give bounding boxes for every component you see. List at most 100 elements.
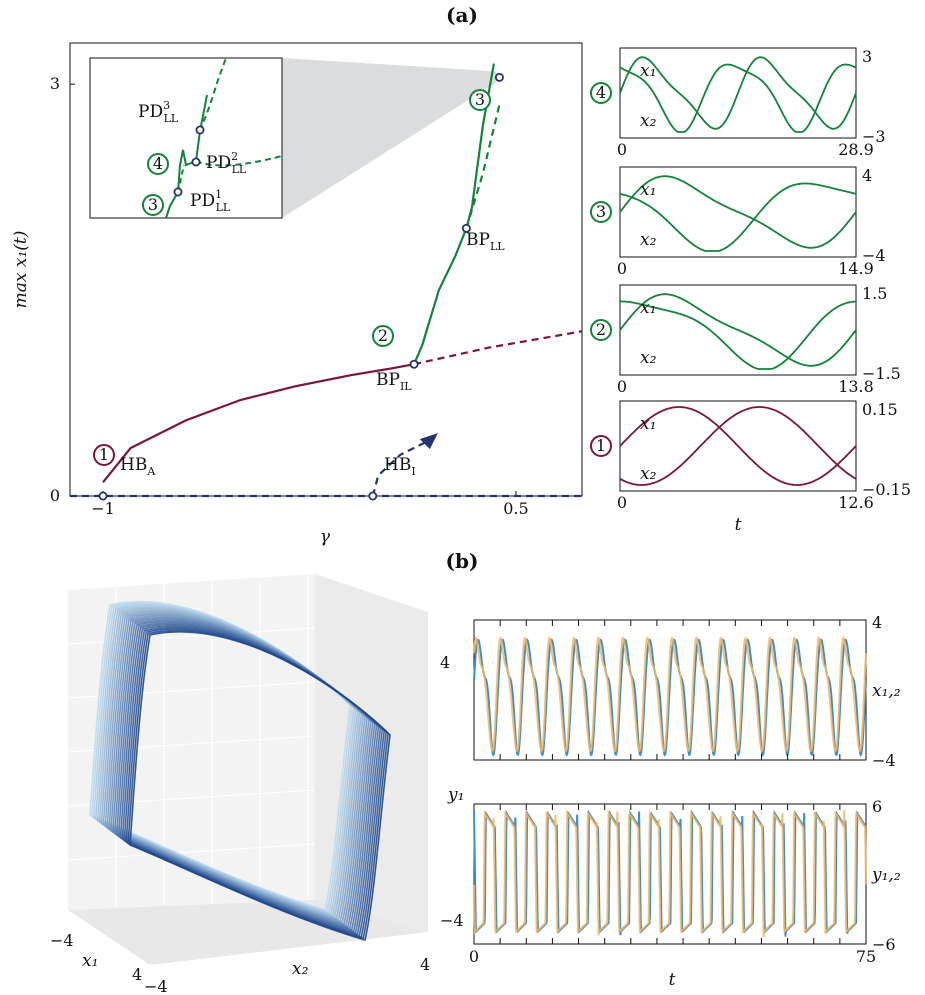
y-tick-label-top: 1.5 [862, 284, 887, 303]
t-axis-label: t [735, 515, 742, 535]
y1-tick-label: 4 [440, 653, 450, 672]
point-BP_LL [461, 223, 471, 233]
inset-stable-branch [165, 94, 208, 219]
series-x1 [619, 406, 857, 486]
y-tick-label-top: 4 [862, 166, 872, 185]
branch-marker: 3 [590, 201, 612, 223]
series-label-x2: x₂ [640, 348, 657, 368]
marker-number: 2 [378, 326, 388, 345]
x1-axis-label: x₁ [82, 951, 98, 971]
y-tick-label-bottom: −0.15 [862, 480, 911, 499]
marker-number: 2 [596, 320, 606, 339]
branch-marker: 2 [590, 319, 612, 341]
branch-marker: 1 [590, 435, 612, 457]
branch-marker: 1 [93, 444, 115, 466]
t-tick-label-end: 14.9 [838, 259, 874, 278]
marker-number: 3 [148, 195, 158, 214]
y-axis-label: y₁,₂ [871, 865, 901, 885]
y-tick-label: 3 [50, 74, 60, 93]
marker-ring [93, 444, 115, 466]
series-label-x1: x₁ [640, 180, 656, 200]
panel-label-a: (a) [446, 3, 478, 27]
series-x2 [619, 406, 857, 486]
series-x1 [619, 175, 857, 249]
y1-tick-label: −4 [440, 911, 464, 930]
y1-axis-label: y₁ [447, 785, 464, 805]
timeseries-row: x₁ x₂ 4 −4 0 14.9 3 [590, 166, 886, 278]
box-floor [68, 900, 428, 965]
y-axis-label: max x₁(t) [11, 231, 31, 309]
x-tick-label-start: 0 [469, 947, 479, 966]
marker-ring [147, 153, 169, 175]
marker-ring [469, 89, 491, 111]
inset-unstable-branch [199, 57, 227, 132]
t-tick-label-start: 0 [617, 140, 627, 159]
series-orange [473, 636, 867, 753]
series-label-x1: x₁ [640, 414, 656, 434]
x-tick-label: 0.5 [503, 499, 528, 518]
timeseries-row: x₁ x₂ 0.15 −0.15 0 12.6 1 [590, 400, 911, 512]
series-label-x1: x₁ [640, 298, 656, 318]
inset-frame [89, 57, 283, 219]
x1-tick-label: −4 [50, 931, 74, 950]
y-axis-label: x₁,₂ [872, 681, 901, 701]
timeseries-column: x₁ x₂ 3 −3 0 28.9 4 x₁ x₂ 4 −4 0 14.9 3 x₁ x₂ 1.5 −1.5 0 13… [590, 47, 911, 535]
series-x2 [620, 300, 857, 370]
marker-number: 1 [99, 445, 109, 464]
inset-pd-point [195, 125, 205, 135]
branch-marker: 3 [142, 194, 164, 216]
inset-pd-label-2: PD2 LL [206, 150, 247, 176]
y-tick-label-bottom: −6 [872, 935, 896, 954]
series-x1 [619, 293, 857, 367]
inset-pd-point [173, 187, 183, 197]
t-tick-label-end: 12.6 [838, 493, 874, 512]
y-tick-label-top: 4 [872, 613, 882, 632]
marker-number: 4 [153, 154, 163, 173]
t-tick-label-start: 0 [617, 377, 627, 396]
branch-IL-stable [102, 363, 415, 483]
y-tick-label-top: 3 [862, 47, 872, 66]
branch-IL-unstable [413, 330, 583, 366]
t-tick-label-end: 13.8 [838, 377, 874, 396]
inset: PD1 LL PD2 LL PD3 LL 3 4 [89, 57, 283, 219]
x-tick-label-end: 75 [856, 947, 876, 966]
x1-tick-label: 4 [132, 965, 142, 984]
panel-label-b: (b) [446, 549, 479, 573]
point-label-HB_A: HBA [120, 455, 156, 478]
inset-unstable-branch [177, 164, 185, 193]
marker-ring [372, 325, 394, 347]
point-PD_top [494, 72, 504, 82]
timeseries-row: x₁ x₂ 1.5 −1.5 0 13.8 2 [590, 284, 901, 396]
branch-marker: 4 [590, 82, 612, 104]
x2-tick-label: 4 [420, 955, 430, 974]
x2-tick-label: −4 [144, 977, 168, 995]
y-tick-label-bottom: −3 [862, 127, 886, 146]
y-tick-label-top: 0.15 [862, 400, 898, 419]
y-tick-label-bottom: −4 [872, 751, 896, 770]
timeseries-row: x₁ x₂ 3 −3 0 28.9 4 [590, 47, 886, 159]
inset-pd-point [191, 157, 201, 167]
branch-marker: 3 [469, 89, 491, 111]
point-label-BP_LL: BPLL [466, 230, 505, 253]
y-tick-label-top: 6 [872, 797, 882, 816]
t-axis-label: t [669, 970, 676, 990]
x2-axis-label: x₂ [292, 959, 309, 979]
branch-HB_I-emanating [371, 440, 429, 497]
y-tick-label: 0 [50, 486, 60, 505]
series-x2 [619, 182, 857, 252]
point-label-BP_IL: BPIL [376, 370, 412, 393]
inset-pd-label-3: PD3 LL [138, 99, 179, 125]
point-HB_A [98, 491, 108, 501]
series-blue [473, 638, 867, 757]
branch-marker: 4 [147, 153, 169, 175]
series-label-x2: x₂ [640, 230, 657, 250]
x-axis-label: γ [320, 527, 331, 547]
series-label-x2: x₂ [640, 111, 657, 131]
marker-number: 3 [475, 90, 485, 109]
marker-ring [590, 82, 612, 104]
point-BP_IL [409, 359, 419, 369]
series-orange [473, 809, 867, 937]
point-HB_I [368, 491, 378, 501]
inset-zoom-wedge [282, 58, 500, 218]
